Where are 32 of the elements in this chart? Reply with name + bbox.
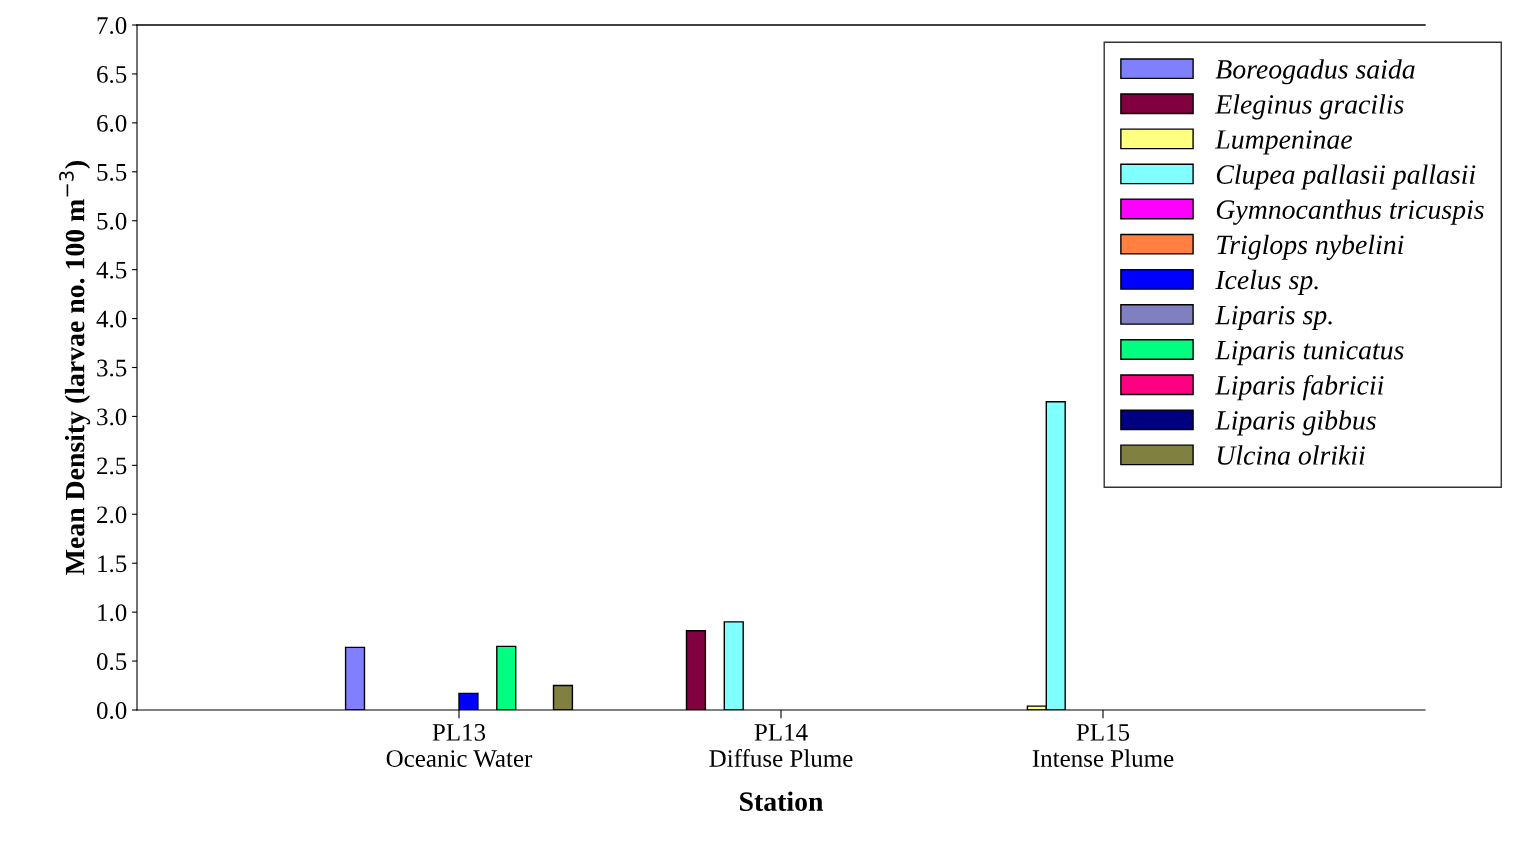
legend-label: Liparis fabricii <box>1215 374 1384 401</box>
legend-label: Liparis sp. <box>1215 305 1332 331</box>
x-tick-label: PL14 Diffuse Plume <box>709 724 853 767</box>
y-tick-label: 2.0 <box>97 506 127 524</box>
legend-label: Boreogadus saida <box>1215 59 1415 85</box>
y-tick-label: 6.0 <box>97 114 127 132</box>
y-tick-label: 1.0 <box>98 604 127 622</box>
y-tick-label: 2.5 <box>97 457 127 475</box>
y-tick-label: 0.0 <box>96 702 127 720</box>
y-tick-label: 5.0 <box>97 212 127 230</box>
legend-label: Clupea pallasii pallasii <box>1216 164 1476 190</box>
legend-label: Gymnocanthus tricuspis <box>1216 199 1484 225</box>
y-tick-label: 5.5 <box>97 164 127 181</box>
y-axis-title: Mean Density (larvae no. 100 m$^{−3}$) <box>59 161 91 575</box>
y-tick-label: 7.0 <box>97 17 127 35</box>
legend-label: Icelus sp. <box>1215 269 1318 295</box>
y-tick-label: 6.5 <box>97 66 127 83</box>
y-tick-label: 0.5 <box>96 653 127 671</box>
y-tick-label: 1.5 <box>98 555 127 573</box>
legend-label: Eleginus gracilis <box>1215 94 1404 120</box>
legend-label: Lumpeninae <box>1215 130 1353 155</box>
legend-label: Triglops nybelini <box>1217 234 1404 260</box>
y-tick-label: 4.0 <box>96 310 127 328</box>
y-tick-label: 3.0 <box>97 408 127 426</box>
legend-label: Liparis gibbus <box>1215 410 1376 436</box>
x-tick-label: PL15 Intense Plume <box>1032 724 1174 767</box>
legend-label: Liparis tunicatus <box>1215 340 1404 366</box>
x-axis-title: Station <box>740 791 824 811</box>
legend-label: Ulcina olrikii <box>1217 445 1365 465</box>
y-tick-label: 3.5 <box>97 359 127 377</box>
x-tick-label: PL13 Oceanic Water <box>386 723 533 768</box>
y-tick-label: 4.5 <box>96 261 127 279</box>
